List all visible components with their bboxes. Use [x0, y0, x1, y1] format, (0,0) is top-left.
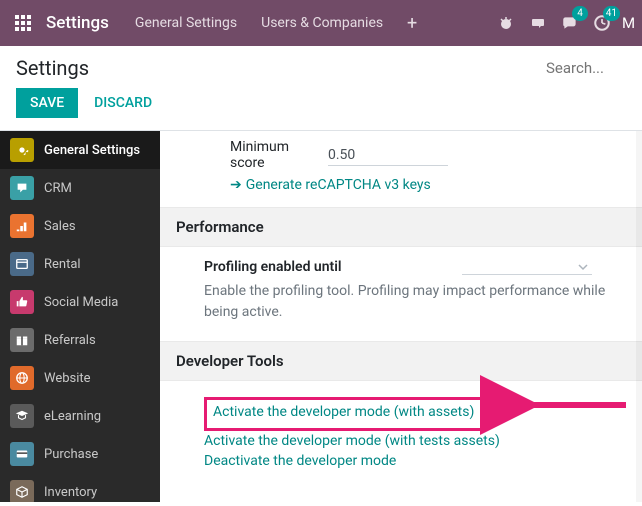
sidebar-item-rental[interactable]: Rental [0, 245, 160, 283]
page-title: Settings [16, 56, 89, 80]
chat-icon[interactable]: 4 [554, 0, 586, 46]
sidebar-item-label: eLearning [44, 409, 101, 424]
sidebar-item-social-media[interactable]: Social Media [0, 283, 160, 321]
globe-icon [10, 366, 34, 390]
sidebar-item-label: CRM [44, 181, 72, 196]
recaptcha-link-label: Generate reCAPTCHA v3 keys [246, 177, 431, 193]
support-icon[interactable] [522, 0, 554, 46]
sidebar-item-general-settings[interactable]: General Settings [0, 131, 160, 169]
activate-dev-mode-assets-link[interactable]: Activate the developer mode (with assets… [213, 404, 474, 420]
profiling-datetime-input[interactable] [462, 260, 592, 275]
box-icon [10, 480, 34, 502]
deactivate-dev-mode-link[interactable]: Deactivate the developer mode [204, 453, 626, 469]
settings-sidebar: General Settings CRM Sales Rental Social Med… [0, 131, 160, 502]
profiling-label: Profiling enabled until [204, 259, 342, 275]
min-score-input[interactable]: 0.50 [328, 145, 448, 166]
gift-icon [10, 328, 34, 352]
chevron-down-icon [578, 262, 588, 272]
navbar-title: Settings [46, 13, 123, 33]
activities-icon[interactable]: 41 [586, 0, 618, 46]
bug-icon[interactable] [490, 0, 522, 46]
sidebar-item-label: Website [44, 371, 91, 386]
sidebar-item-crm[interactable]: CRM [0, 169, 160, 207]
sidebar-item-referrals[interactable]: Referrals [0, 321, 160, 359]
sidebar-item-website[interactable]: Website [0, 359, 160, 397]
sidebar-item-inventory[interactable]: Inventory [0, 473, 160, 502]
sales-icon [10, 214, 34, 238]
card-icon [10, 442, 34, 466]
search-input[interactable] [546, 59, 626, 77]
sidebar-item-label: Purchase [44, 447, 98, 462]
callout-arrow [516, 393, 636, 421]
settings-content: Minimum score 0.50 ➔ Generate reCAPTCHA … [160, 131, 642, 502]
user-avatar[interactable]: M [618, 0, 642, 46]
top-navbar: Settings General Settings Users & Compan… [0, 0, 642, 46]
sidebar-item-label: General Settings [44, 143, 140, 158]
sidebar-item-sales[interactable]: Sales [0, 207, 160, 245]
profiling-help-text: Enable the profiling tool. Profiling may… [204, 281, 626, 323]
grad-icon [10, 404, 34, 428]
crm-icon [10, 176, 34, 200]
arrow-right-icon: ➔ [230, 177, 242, 193]
discard-button[interactable]: DISCARD [94, 95, 152, 111]
apps-launcher-icon[interactable] [0, 15, 46, 31]
recaptcha-link[interactable]: ➔ Generate reCAPTCHA v3 keys [230, 177, 642, 193]
thumb-icon [10, 290, 34, 314]
sidebar-item-label: Social Media [44, 295, 118, 310]
nav-menu-users-companies[interactable]: Users & Companies [249, 0, 395, 46]
activate-dev-mode-tests-link[interactable]: Activate the developer mode (with tests … [204, 433, 626, 449]
gear-icon [10, 138, 34, 162]
performance-heading: Performance [160, 207, 642, 247]
sidebar-item-purchase[interactable]: Purchase [0, 435, 160, 473]
activate-dev-mode-highlight: Activate the developer mode (with assets… [204, 397, 483, 431]
sidebar-item-label: Inventory [44, 485, 97, 500]
sidebar-item-label: Referrals [44, 333, 96, 348]
sidebar-item-label: Sales [44, 219, 76, 234]
sidebar-item-elearning[interactable]: eLearning [0, 397, 160, 435]
developer-tools-heading: Developer Tools [160, 341, 642, 381]
save-button[interactable]: SAVE [16, 88, 78, 118]
page-header: Settings [0, 46, 642, 88]
nav-menu-general-settings[interactable]: General Settings [123, 0, 249, 46]
action-bar: SAVE DISCARD [0, 88, 642, 130]
min-score-label: Minimum score [230, 139, 310, 171]
sidebar-item-label: Rental [44, 257, 81, 272]
activities-badge: 41 [603, 6, 620, 21]
rental-icon [10, 252, 34, 276]
nav-add-icon[interactable]: + [395, 13, 429, 34]
